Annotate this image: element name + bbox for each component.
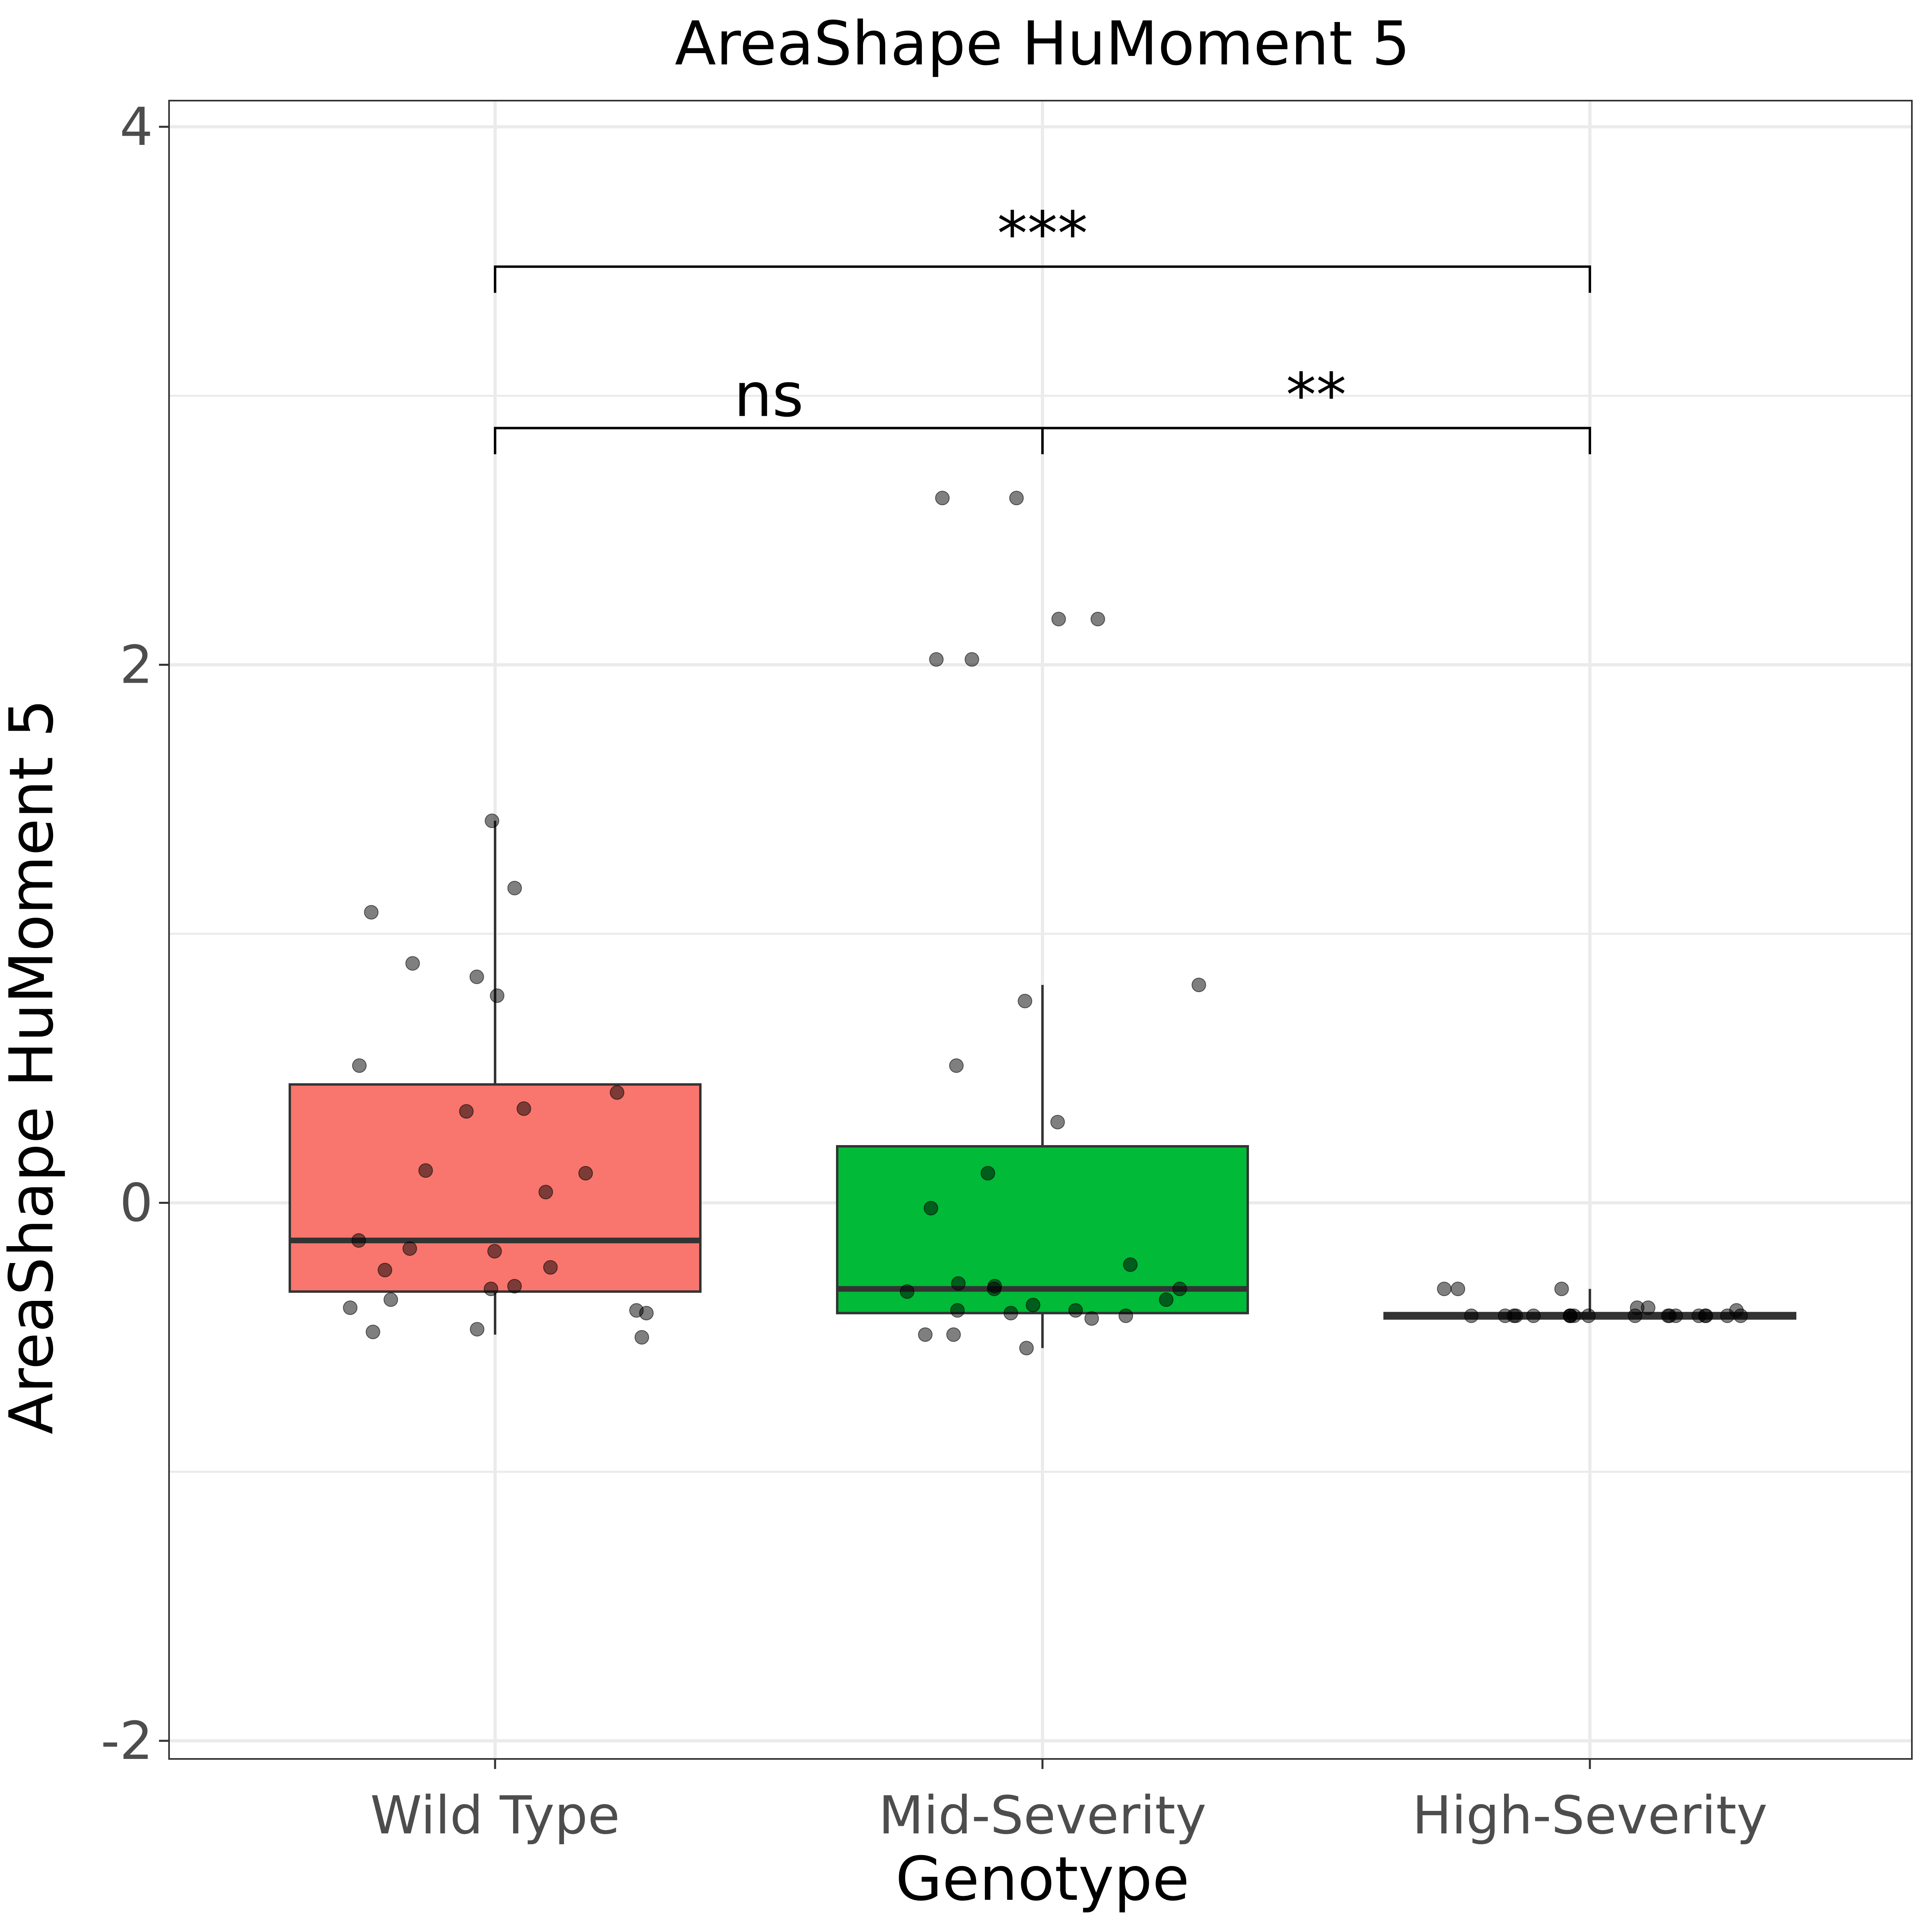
data-point (1172, 1282, 1187, 1296)
significance-brackets: ns ***** (494, 199, 1591, 454)
data-point (1437, 1282, 1452, 1296)
comparison-bracket (494, 265, 1591, 293)
data-point (1090, 612, 1105, 627)
data-point (1191, 977, 1206, 992)
chart-title: AreaShape HuMoment 5 (675, 9, 1410, 79)
y-axis-title: AreaShape HuMoment 5 (0, 699, 67, 1434)
data-point (964, 652, 979, 667)
data-point (634, 1330, 649, 1345)
data-point (1563, 1309, 1578, 1323)
y-tick-label: -2 (101, 1710, 153, 1771)
data-point (490, 988, 505, 1003)
data-point (343, 1300, 358, 1315)
data-point (929, 652, 944, 667)
data-point (1699, 1309, 1713, 1323)
data-point (639, 1306, 654, 1321)
data-point (946, 1327, 961, 1342)
data-point (1003, 1306, 1018, 1321)
data-point (365, 1325, 380, 1340)
data-point (1051, 612, 1066, 627)
data-point (383, 1292, 398, 1307)
data-point (980, 1166, 995, 1181)
data-point (352, 1058, 367, 1073)
data-point (470, 1322, 485, 1337)
data-point (578, 1166, 593, 1181)
x-tick-label: Wild Type (370, 1785, 620, 1846)
data-point (900, 1284, 914, 1299)
data-point (487, 1244, 502, 1259)
data-point (949, 1058, 964, 1073)
x-tick-label: Mid-Severity (879, 1785, 1207, 1846)
data-point (378, 1263, 392, 1278)
data-point (1720, 1309, 1735, 1323)
data-point (1451, 1282, 1466, 1296)
data-point (483, 1282, 498, 1296)
data-point (485, 813, 500, 828)
data-point (1119, 1309, 1133, 1323)
data-point (351, 1233, 366, 1248)
data-point (1733, 1309, 1748, 1323)
data-point (1068, 1303, 1083, 1318)
data-point (538, 1185, 553, 1199)
y-tick-label: 2 (120, 634, 153, 696)
data-point (1509, 1309, 1523, 1323)
data-point (1464, 1309, 1479, 1323)
data-point (1662, 1309, 1677, 1323)
data-point (1554, 1282, 1569, 1296)
significance-label: *** (997, 199, 1088, 269)
data-point (1019, 1341, 1034, 1356)
data-point (1009, 491, 1024, 506)
data-point (1628, 1309, 1643, 1323)
data-point (923, 1201, 938, 1216)
data-point (987, 1282, 1002, 1296)
comparison-bracket (1041, 427, 1591, 454)
data-point (507, 1279, 522, 1294)
significance-label: ** (1286, 361, 1346, 431)
panel-border (168, 100, 1913, 1760)
data-point (1084, 1311, 1099, 1326)
data-point (1050, 1115, 1065, 1129)
x-axis-title: Genotype (896, 1844, 1189, 1914)
box-wild-type (289, 1083, 702, 1293)
data-point (1123, 1257, 1138, 1272)
data-point (1026, 1298, 1040, 1313)
data-point (459, 1104, 474, 1119)
data-point (950, 1303, 965, 1318)
significance-label: ns (734, 361, 803, 431)
data-point (918, 1327, 933, 1342)
data-point (543, 1260, 558, 1275)
data-point (951, 1276, 966, 1291)
data-points (343, 491, 1748, 1356)
data-point (1526, 1309, 1541, 1323)
data-point (418, 1163, 433, 1178)
data-point (1581, 1309, 1596, 1323)
data-point (1018, 994, 1032, 1009)
data-point (1159, 1292, 1174, 1307)
x-tick-label: High-Severity (1412, 1785, 1768, 1846)
data-point (935, 491, 950, 506)
y-tick-label: 4 (120, 96, 153, 157)
y-tick-label: 0 (120, 1172, 153, 1233)
data-point (610, 1085, 625, 1100)
data-point (364, 905, 379, 920)
data-point (516, 1101, 531, 1116)
axes: -2 0 2 4 Wild Type Mid-Severity High-Severity (101, 96, 1767, 1846)
data-point (507, 881, 522, 896)
data-point (469, 969, 484, 984)
data-point (402, 1241, 417, 1256)
data-point (405, 956, 420, 971)
